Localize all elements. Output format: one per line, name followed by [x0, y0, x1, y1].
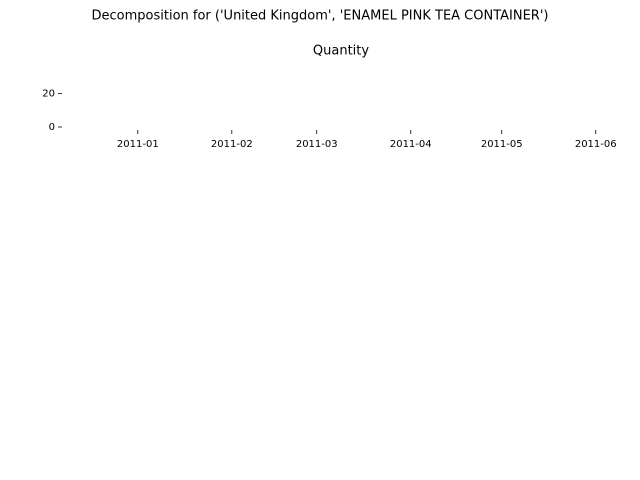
y-tick-label: 20	[42, 89, 55, 100]
panel-title: Quantity	[313, 44, 369, 59]
x-tick-label: 2011-04	[390, 139, 432, 150]
x-tick-label: 2011-01	[117, 139, 159, 150]
x-tick-label: 2011-02	[211, 139, 253, 150]
figure-title: Decomposition for ('United Kingdom', 'EN…	[92, 9, 549, 24]
x-tick-label: 2011-03	[296, 139, 338, 150]
x-tick-label: 2011-06	[575, 139, 617, 150]
y-tick-label: 0	[49, 122, 55, 133]
x-tick-label: 2011-05	[481, 139, 523, 150]
